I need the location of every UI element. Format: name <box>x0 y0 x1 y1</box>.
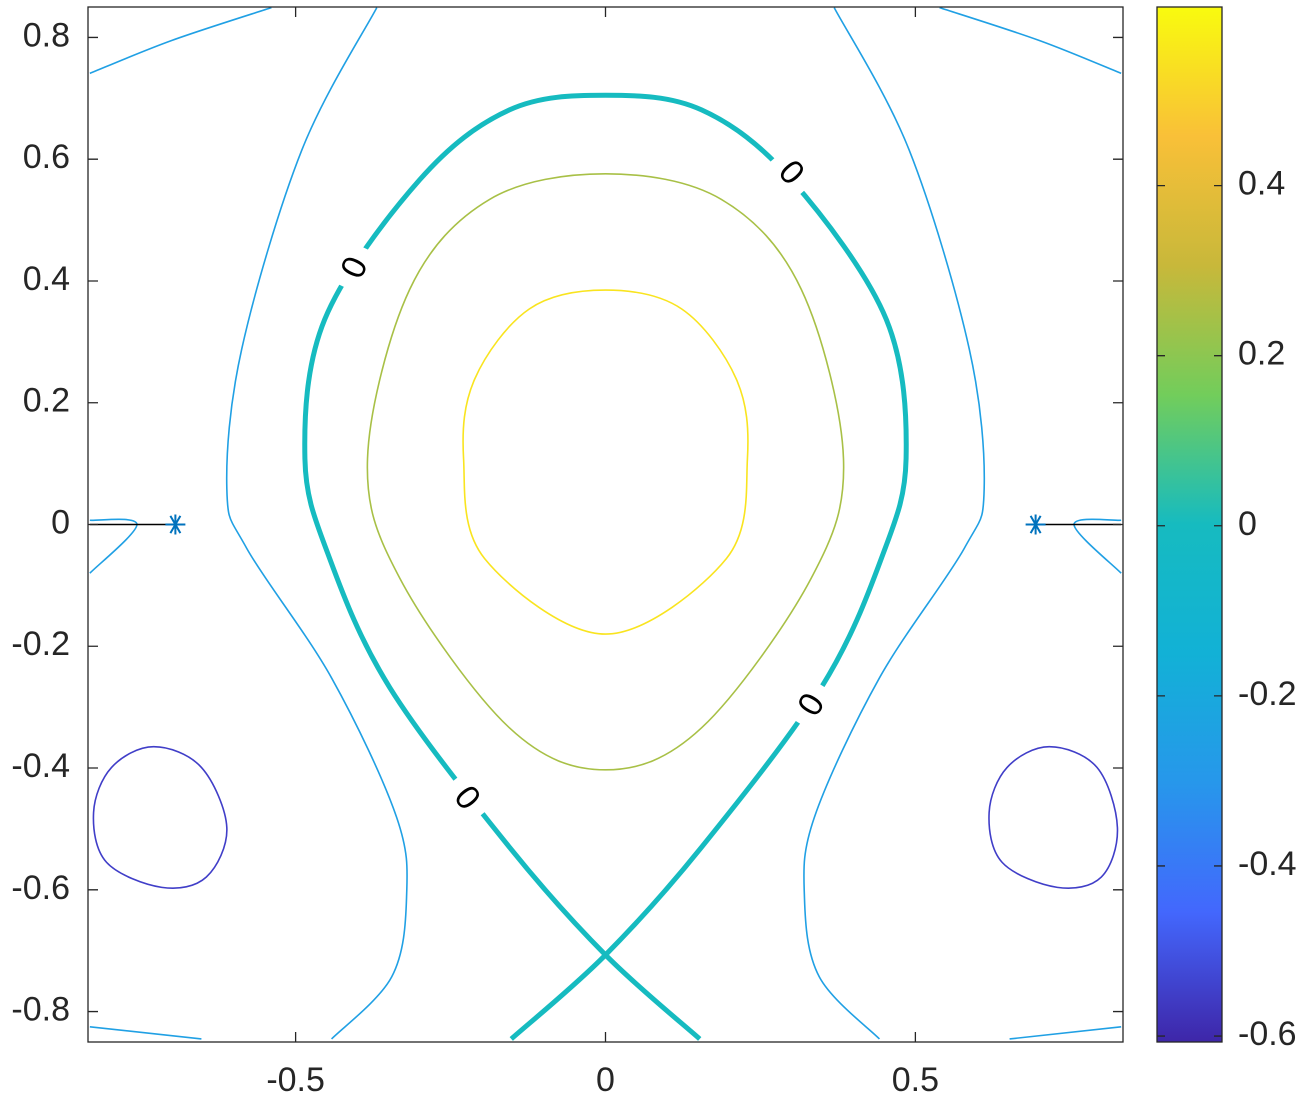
contour-line <box>462 289 749 635</box>
colorbar-tick-label: -0.6 <box>1238 1015 1297 1053</box>
y-tick-label: -0.4 <box>11 747 70 785</box>
overlay: -0.5 0 0.5 -0.8 -0.6 -0.4 -0.2 0 0.2 0.4 0.6 0.8 -0.… <box>11 6 1297 1099</box>
x-tick-label: 0.5 <box>892 1061 939 1099</box>
plot-area: 0 0 0 0 <box>89 7 1122 1041</box>
y-tick-label: -0.8 <box>11 991 70 1029</box>
contour-line <box>89 1025 202 1040</box>
axes-box <box>87 6 1124 1043</box>
contour-line <box>1009 1025 1122 1040</box>
contour-label-group: 0 <box>441 770 494 826</box>
contour-line <box>1073 518 1122 574</box>
y-tick-label: 0.2 <box>23 382 70 420</box>
colorbar-tick-label: 0.4 <box>1238 165 1285 203</box>
colorbar-tick-label: -0.2 <box>1238 675 1297 713</box>
marker <box>165 514 186 535</box>
contour-line <box>988 745 1119 889</box>
colorbar <box>1156 6 1223 1043</box>
label-background <box>764 145 818 200</box>
contour-line <box>89 518 138 574</box>
contour-line <box>92 745 228 889</box>
contour-label-group: 0 <box>786 677 837 732</box>
colorbar-tick-label: -0.4 <box>1238 845 1297 883</box>
contour-label-group: 0 <box>764 145 818 200</box>
x-tick-label: 0 <box>596 1061 615 1099</box>
contour-line <box>225 7 408 1040</box>
marker <box>1025 514 1046 535</box>
colorbar-tick-label: 0.2 <box>1238 335 1285 373</box>
y-tick-label: 0.4 <box>23 260 70 298</box>
label-background <box>786 677 837 732</box>
contour-line <box>939 7 1122 75</box>
contour-line <box>366 173 845 771</box>
colorbar-tick-label: 0 <box>1238 505 1257 543</box>
contour-line <box>803 7 986 1040</box>
contour-line <box>89 7 272 75</box>
label-background <box>330 240 379 295</box>
y-tick-label: 0 <box>51 503 70 541</box>
y-tick-label: -0.6 <box>11 869 70 907</box>
label-background <box>441 770 494 826</box>
y-tick-label: -0.2 <box>11 625 70 663</box>
y-tick-label: 0.8 <box>23 16 70 54</box>
x-tick-label: -0.5 <box>266 1061 325 1099</box>
contour-label-group: 0 <box>330 240 379 295</box>
y-tick-label: 0.6 <box>23 138 70 176</box>
